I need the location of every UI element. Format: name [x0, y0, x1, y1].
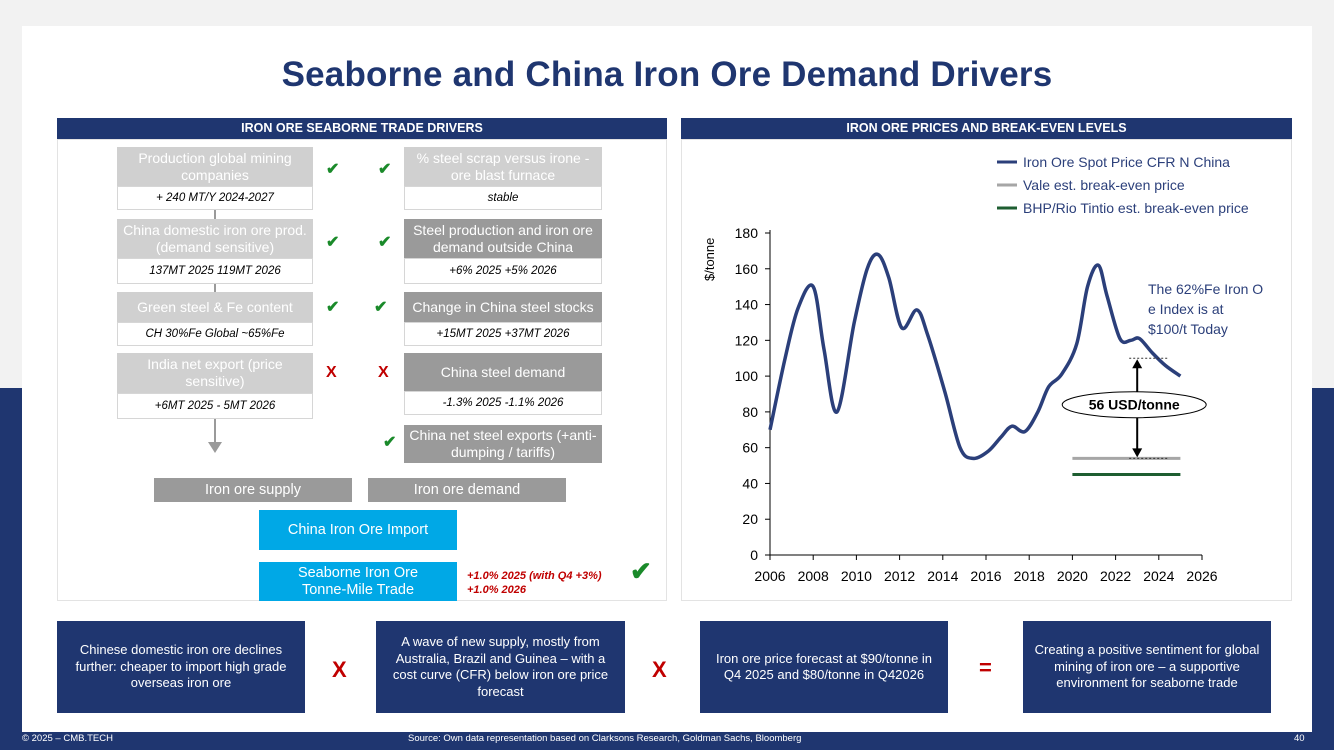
- operator-times-1: X: [332, 657, 347, 682]
- check-icon: ✔: [326, 234, 340, 251]
- summary-box-2: A wave of new supply, mostly from Austra…: [376, 621, 625, 713]
- demand-item-5-label: China net steel exports (+anti-dumping /…: [404, 425, 602, 463]
- y-tick-label: 120: [735, 332, 759, 348]
- x-tick-label: 2026: [1186, 568, 1217, 584]
- supply-item-3-value: CH 30%Fe Global ~65%Fe: [117, 322, 313, 346]
- supply-item-1-label: Production global mining companies: [117, 147, 313, 186]
- right-panel-header: IRON ORE PRICES AND BREAK-EVEN LEVELS: [681, 118, 1292, 139]
- page-title: Seaborne and China Iron Ore Demand Drive…: [281, 55, 1053, 94]
- gap-label: 56 USD/tonne: [1089, 397, 1180, 413]
- demand-item-1-label: % steel scrap versus irone -ore blast fu…: [404, 147, 602, 186]
- connector: [214, 210, 216, 219]
- y-tick-label: 140: [735, 297, 759, 313]
- demand-item-1-value: stable: [404, 186, 602, 210]
- operator-times-2: X: [652, 657, 667, 682]
- footer-copyright: © 2025 – CMB.TECH: [22, 733, 113, 744]
- spot-price-line: [768, 252, 1182, 461]
- x-tick-label: 2010: [841, 568, 872, 584]
- cross-icon: X: [326, 364, 337, 381]
- cross-icon: X: [378, 364, 389, 381]
- gap-label-ellipse: [1061, 391, 1207, 419]
- supply-item-2-value: 137MT 2025 119MT 2026: [117, 258, 313, 284]
- china-iron-ore-import: China Iron Ore Import: [259, 510, 457, 550]
- supply-item-2-label: China domestic iron ore prod. (demand se…: [117, 219, 313, 258]
- seaborne-tonne-mile-trade: Seaborne Iron Ore Tonne-Mile Trade: [259, 562, 457, 601]
- demand-item-2-label: Steel production and iron ore demand out…: [404, 219, 602, 258]
- demand-item-2-value: +6% 2025 +5% 2026: [404, 258, 602, 284]
- connector: [214, 419, 216, 443]
- operator-equals: =: [979, 655, 992, 680]
- check-icon: ✔: [374, 299, 388, 316]
- demand-item-3-label: Change in China steel stocks: [404, 292, 602, 322]
- x-tick-label: 2024: [1143, 568, 1174, 584]
- supply-item-3-label: Green steel & Fe content: [117, 292, 313, 322]
- demand-item-4-value: -1.3% 2025 -1.1% 2026: [404, 391, 602, 415]
- summary-box-4: Creating a positive sentiment for global…: [1023, 621, 1271, 713]
- y-tick-label: 80: [742, 404, 758, 420]
- x-tick-label: 2018: [1014, 568, 1045, 584]
- legend-label-spot: Iron Ore Spot Price CFR N China: [1023, 154, 1230, 170]
- x-tick-label: 2016: [970, 568, 1001, 584]
- gap-arrow-head-down: [1132, 448, 1143, 458]
- tonne-mile-note-2: +1.0% 2026: [467, 584, 527, 596]
- demand-item-3-value: +15MT 2025 +37MT 2026: [404, 322, 602, 346]
- summary-box-1: Chinese domestic iron ore declines furth…: [57, 621, 305, 713]
- x-tick-label: 2020: [1057, 568, 1088, 584]
- big-check-icon: ✔: [630, 556, 652, 586]
- x-tick-label: 2022: [1100, 568, 1131, 584]
- y-tick-label: 60: [742, 440, 758, 456]
- check-icon: ✔: [326, 161, 340, 178]
- check-icon: ✔: [378, 234, 392, 251]
- iron-ore-price-chart: Iron Ore Spot Price CFR N China Vale est…: [702, 154, 1263, 584]
- x-tick-label: 2014: [927, 568, 958, 584]
- check-icon: ✔: [383, 434, 397, 451]
- x-tick-label: 2012: [884, 568, 915, 584]
- y-axis-label: $/tonne: [702, 238, 717, 281]
- supply-item-4-label: India net export (price sensitive): [117, 353, 313, 393]
- y-tick-label: 20: [742, 511, 758, 527]
- y-tick-label: 40: [742, 475, 758, 491]
- y-tick-label: 160: [735, 261, 759, 277]
- iron-ore-supply-bar: Iron ore supply: [154, 478, 352, 502]
- left-panel-header: IRON ORE SEABORNE TRADE DRIVERS: [57, 118, 667, 139]
- y-tick-label: 0: [750, 547, 758, 563]
- supply-item-1-value: + 240 MT/Y 2024-2027: [117, 186, 313, 210]
- footer-page-number: 40: [1294, 733, 1305, 744]
- summary-box-3: Iron ore price forecast at $90/tonne in …: [700, 621, 948, 713]
- down-arrow-icon: [208, 442, 222, 453]
- connector: [214, 284, 216, 292]
- x-tick-label: 2008: [798, 568, 829, 584]
- iron-ore-demand-bar: Iron ore demand: [368, 478, 566, 502]
- legend-label-bhp: BHP/Rio Tintio est. break-even price: [1023, 200, 1249, 216]
- x-tick-label: 2006: [754, 568, 785, 584]
- y-tick-label: 100: [735, 368, 759, 384]
- gap-arrow-head-up: [1132, 359, 1143, 369]
- supply-item-4-value: +6MT 2025 - 5MT 2026: [117, 393, 313, 419]
- legend-label-vale: Vale est. break-even price: [1023, 177, 1185, 193]
- check-icon: ✔: [378, 161, 392, 178]
- demand-item-4-label: China steel demand: [404, 353, 602, 391]
- footer-source: Source: Own data representation based on…: [408, 733, 802, 744]
- tonne-mile-note-1: +1.0% 2025 (with Q4 +3%): [467, 570, 602, 582]
- check-icon: ✔: [326, 299, 340, 316]
- y-tick-label: 180: [735, 225, 759, 241]
